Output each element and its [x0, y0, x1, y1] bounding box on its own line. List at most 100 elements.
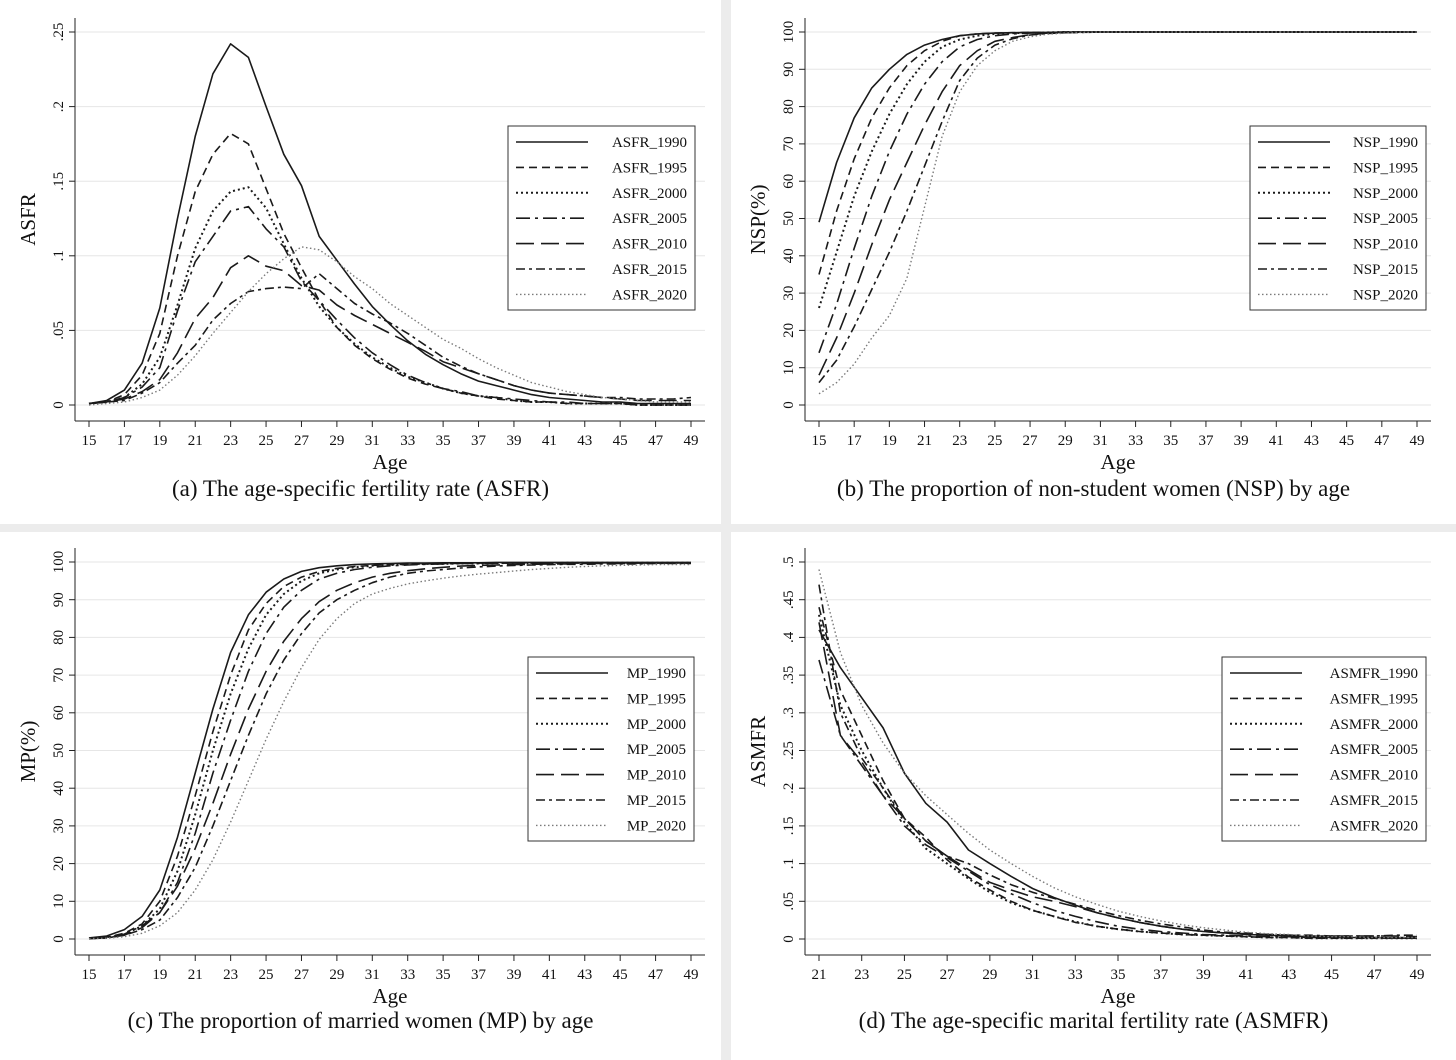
- legend-label: ASMFR_2020: [1330, 818, 1418, 834]
- legend-label: NSP_1995: [1353, 160, 1418, 176]
- x-tick-label: 21: [188, 433, 203, 449]
- x-tick-label: 29: [329, 433, 344, 449]
- y-tick-label: 80: [781, 99, 797, 114]
- legend-box: [1221, 656, 1427, 842]
- x-tick-label: 27: [1023, 433, 1039, 449]
- x-tick-label: 43: [577, 433, 592, 449]
- x-tick-label: 29: [329, 967, 344, 983]
- series-line-asfr-2015: [88, 272, 692, 405]
- y-tick-label: 100: [51, 551, 67, 574]
- series-line-asfr-2005: [88, 205, 691, 406]
- series-line-asmfr-2005: [818, 659, 1417, 939]
- x-tick-label: 27: [940, 967, 956, 983]
- x-tick-label: 43: [577, 967, 592, 983]
- series-line-mp-2015: [88, 562, 691, 940]
- x-tick-label: 47: [648, 967, 664, 983]
- legend-label: ASFR_2005: [612, 211, 687, 227]
- x-axis-title: Age: [1101, 984, 1136, 1008]
- x-tick-label: 21: [812, 967, 827, 983]
- y-tick-label: .05: [51, 321, 67, 340]
- series-line-nsp-2015: [818, 31, 1417, 384]
- x-tick-label: 23: [223, 433, 238, 449]
- y-tick-label: .25: [51, 23, 67, 42]
- y-tick-label: .2: [781, 783, 797, 794]
- legend-label: ASMFR_1990: [1330, 666, 1418, 682]
- x-tick-label: 33: [400, 433, 415, 449]
- x-tick-label: 25: [259, 433, 274, 449]
- x-tick-label: 41: [1269, 433, 1284, 449]
- series-line-asmfr-1995: [818, 607, 1417, 940]
- y-tick-label: 90: [781, 62, 797, 77]
- x-tick-label: 45: [1324, 967, 1339, 983]
- panel-mp: 0 10 20 30 40 50 60 70 80 90 100 15 17 19 21 23 25 27 29 31…: [0, 532, 721, 1060]
- x-tick-label: 45: [1339, 433, 1354, 449]
- asmfr-chart: 0 .05 .1 .15 .2 .25 .3 .35 .4 .45 .5 21 23 25 27 29 31 33…: [746, 548, 1431, 1008]
- y-tick-label: 40: [51, 781, 67, 796]
- x-tick-label: 35: [1163, 433, 1178, 449]
- x-tick-label: 39: [506, 433, 521, 449]
- legend-label: ASMFR_2015: [1330, 793, 1418, 809]
- y-tick-label: .5: [781, 556, 797, 567]
- legend-label: MP_2015: [627, 793, 686, 809]
- legend-label: ASMFR_2005: [1330, 742, 1418, 758]
- y-tick-label: 20: [51, 856, 67, 871]
- x-tick-label: 25: [259, 967, 274, 983]
- y-axis-title: NSP(%): [746, 184, 770, 254]
- y-tick-label: .45: [781, 590, 797, 609]
- panel-nsp: 0 10 20 30 40 50 60 70 80 90 100 15 17 19 21 23 25 27 29 31…: [731, 0, 1456, 524]
- legend-label: MP_2020: [627, 818, 686, 834]
- series-line-mp-2020: [88, 563, 691, 940]
- legend-label: NSP_2020: [1353, 287, 1418, 303]
- panel-caption: (a) The age-specific fertility rate (ASF…: [171, 476, 549, 501]
- legend-label: ASFR_2000: [612, 186, 687, 202]
- series-line-asfr-1990: [88, 43, 691, 405]
- y-tick-label: 30: [51, 818, 67, 833]
- x-tick-label: 25: [987, 433, 1002, 449]
- x-tick-label: 17: [117, 967, 133, 983]
- x-tick-label: 19: [882, 433, 897, 449]
- panel-asfr: 0 .05 .1 .15 .2 .25 15 17 19 21 23 25 27 29 31 33 35 37 39…: [0, 0, 721, 524]
- legend-label: MP_2010: [627, 768, 686, 784]
- x-tick-label: 49: [1410, 433, 1425, 449]
- x-tick-label: 39: [506, 967, 521, 983]
- y-tick-label: 50: [781, 211, 797, 226]
- x-tick-label: 21: [917, 433, 932, 449]
- y-axis-title: ASMFR: [746, 716, 770, 787]
- y-tick-label: 60: [51, 705, 67, 720]
- x-tick-label: 41: [542, 967, 557, 983]
- y-tick-label: .3: [781, 707, 797, 718]
- x-tick-label: 31: [365, 967, 380, 983]
- x-tick-label: 23: [854, 967, 869, 983]
- legend-label: MP_1990: [627, 666, 686, 682]
- x-axis-title: Age: [1101, 450, 1136, 474]
- y-tick-label: 100: [781, 21, 797, 44]
- series-line-nsp-2020: [818, 31, 1417, 395]
- x-tick-label: 39: [1196, 967, 1211, 983]
- legend-label: NSP_1990: [1353, 135, 1418, 151]
- legend-label: MP_2005: [627, 742, 686, 758]
- x-tick-label: 15: [82, 433, 97, 449]
- y-tick-label: .35: [781, 666, 797, 685]
- y-tick-label: .1: [781, 858, 797, 869]
- series-line-mp-1995: [88, 561, 691, 939]
- y-tick-label: .4: [781, 631, 797, 643]
- legend-label: MP_2000: [627, 717, 686, 733]
- y-tick-label: 80: [51, 630, 67, 645]
- y-tick-label: 0: [781, 401, 797, 409]
- x-tick-label: 35: [436, 967, 451, 983]
- x-tick-label: 35: [1111, 967, 1126, 983]
- x-tick-label: 19: [152, 433, 167, 449]
- x-tick-label: 47: [1374, 433, 1390, 449]
- y-tick-label: 10: [51, 894, 67, 909]
- legend-label: ASFR_2015: [612, 262, 687, 278]
- x-tick-label: 37: [471, 967, 487, 983]
- legend-box: [507, 125, 696, 311]
- y-tick-label: .05: [781, 892, 797, 911]
- x-tick-label: 15: [812, 433, 827, 449]
- x-tick-label: 49: [1410, 967, 1425, 983]
- y-tick-label: 30: [781, 286, 797, 301]
- panel-caption: (d) The age-specific marital fertility r…: [858, 1008, 1329, 1033]
- nsp-chart: 0 10 20 30 40 50 60 70 80 90 100 15 17 19 21 23 25 27 29 31…: [746, 18, 1431, 474]
- x-tick-label: 29: [1058, 433, 1073, 449]
